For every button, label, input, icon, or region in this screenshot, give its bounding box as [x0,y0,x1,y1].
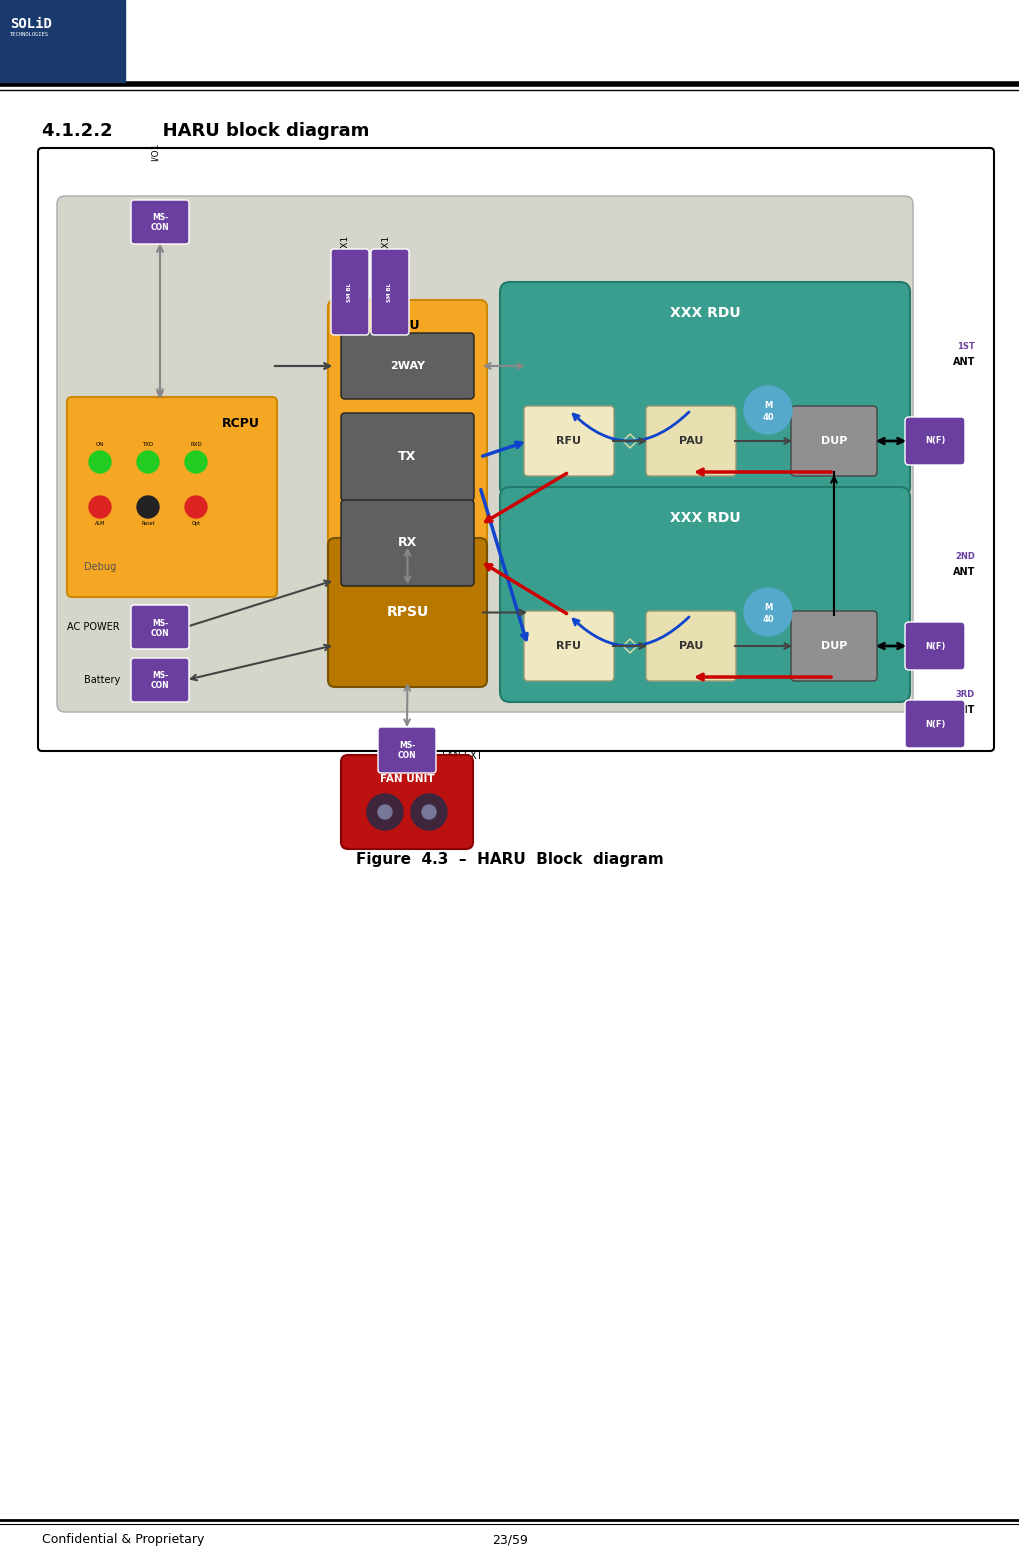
FancyBboxPatch shape [524,406,613,476]
Text: MS-: MS- [152,672,168,681]
Circle shape [137,451,159,473]
FancyBboxPatch shape [328,300,486,594]
Text: RXD: RXD [190,442,202,447]
Text: Debug: Debug [84,562,116,572]
Text: Reset: Reset [141,522,155,526]
FancyBboxPatch shape [340,333,474,398]
Text: AC POWER: AC POWER [67,622,120,633]
Text: MS-: MS- [398,742,415,750]
FancyBboxPatch shape [904,700,964,748]
Text: M: M [763,401,771,411]
Circle shape [743,386,791,434]
Text: N(F): N(F) [924,436,945,445]
Text: PAU: PAU [679,640,702,651]
Text: Confidential & Proprietary: Confidential & Proprietary [42,1534,204,1546]
Text: ON: ON [96,442,104,447]
Text: CON: CON [397,751,416,761]
Text: FAN EXT: FAN EXT [441,751,482,761]
Text: FAN UNIT: FAN UNIT [379,775,434,784]
FancyBboxPatch shape [130,200,189,244]
Text: CON: CON [151,681,169,690]
Text: 40: 40 [761,615,773,625]
Text: 2ND: 2ND [954,551,974,561]
Text: 23/59: 23/59 [491,1534,528,1546]
Text: I/O1: I/O1 [151,142,160,161]
FancyBboxPatch shape [790,611,876,681]
Text: CON: CON [151,223,169,233]
Text: ANT: ANT [952,358,974,367]
FancyBboxPatch shape [328,537,486,687]
Text: XXX RDU: XXX RDU [669,511,740,525]
Text: 4.1.2.2        HARU block diagram: 4.1.2.2 HARU block diagram [42,122,369,141]
Text: ALM: ALM [95,522,105,526]
Text: Battery: Battery [84,675,120,686]
Text: DUP: DUP [820,640,847,651]
Circle shape [378,804,391,818]
FancyBboxPatch shape [371,248,409,334]
Circle shape [184,497,207,519]
Text: XXX RDU: XXX RDU [669,306,740,320]
Text: RFU: RFU [556,436,581,447]
FancyBboxPatch shape [645,611,736,681]
Text: RX1: RX1 [381,234,389,253]
Text: SOLiD: SOLiD [10,17,52,31]
FancyBboxPatch shape [340,412,474,501]
Text: RX: RX [397,536,417,550]
Text: TXD: TXD [143,442,154,447]
FancyBboxPatch shape [130,658,189,701]
Text: PAU: PAU [679,436,702,447]
Text: 3RD: 3RD [955,690,974,700]
Text: TECHNOLOGIES: TECHNOLOGIES [10,31,49,37]
FancyBboxPatch shape [67,397,277,597]
Text: RPSU: RPSU [386,606,428,620]
Text: TX: TX [398,450,416,464]
FancyBboxPatch shape [499,487,909,701]
Text: SIU: SIU [395,319,419,333]
Circle shape [743,587,791,636]
Text: ANT: ANT [952,567,974,576]
Text: RCPU: RCPU [222,417,260,430]
FancyBboxPatch shape [904,417,964,465]
Text: M: M [763,603,771,612]
FancyBboxPatch shape [130,604,189,648]
Circle shape [422,804,435,818]
FancyBboxPatch shape [645,406,736,476]
Text: MS-: MS- [152,214,168,222]
FancyBboxPatch shape [499,283,909,497]
Circle shape [367,793,403,829]
Text: ANT: ANT [952,704,974,715]
FancyBboxPatch shape [340,754,473,850]
FancyBboxPatch shape [340,500,474,586]
Text: MS-: MS- [152,619,168,628]
Circle shape [137,497,159,519]
Text: CON: CON [151,628,169,637]
FancyBboxPatch shape [904,622,964,670]
Text: N(F): N(F) [924,642,945,650]
Circle shape [411,793,446,829]
Text: Opt: Opt [192,522,201,526]
Bar [0,0,125,81]
FancyBboxPatch shape [790,406,876,476]
Text: 40: 40 [761,414,773,422]
Text: SM BL: SM BL [347,283,353,301]
Text: Figure  4.3  –  HARU  Block  diagram: Figure 4.3 – HARU Block diagram [356,851,663,867]
Text: RFU: RFU [556,640,581,651]
Text: SM BL: SM BL [387,283,392,301]
Circle shape [184,451,207,473]
FancyBboxPatch shape [524,611,613,681]
FancyBboxPatch shape [57,195,912,712]
FancyBboxPatch shape [378,726,435,773]
Text: 1ST: 1ST [956,342,974,351]
Circle shape [89,451,111,473]
Text: 2WAY: 2WAY [389,361,425,372]
Text: TX1: TX1 [340,236,350,253]
Text: N(F): N(F) [924,720,945,728]
Text: DUP: DUP [820,436,847,447]
Circle shape [89,497,111,519]
FancyBboxPatch shape [331,248,369,334]
FancyBboxPatch shape [38,148,994,751]
